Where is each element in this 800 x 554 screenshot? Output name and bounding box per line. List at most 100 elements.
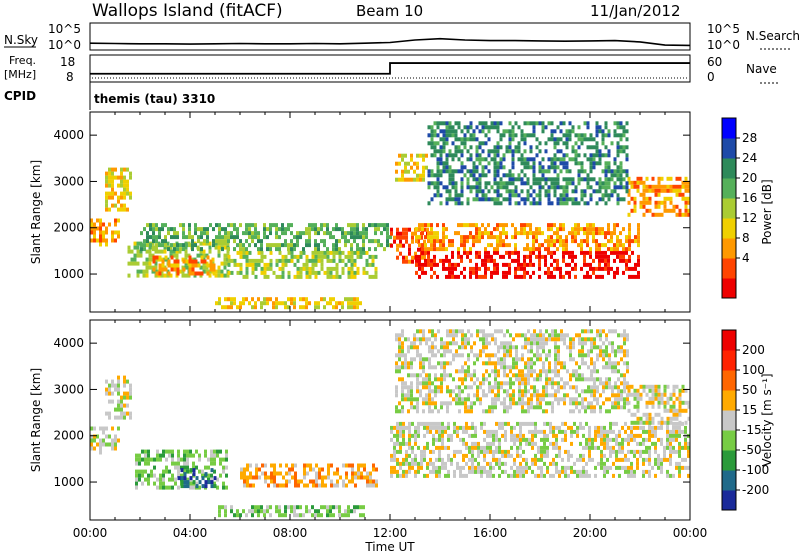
velocity-cell <box>497 349 500 354</box>
power-cell <box>344 235 347 240</box>
power-cell <box>490 243 493 248</box>
velocity-cell <box>657 384 661 389</box>
power-cell <box>105 179 108 184</box>
power-cell <box>553 177 557 182</box>
velocity-cell <box>156 485 159 490</box>
power-cell <box>583 193 587 198</box>
velocity-cell <box>587 329 590 334</box>
velocity-cell <box>567 465 570 470</box>
power-cell <box>502 173 506 178</box>
power-cell <box>574 262 577 267</box>
velocity-cell <box>576 425 579 430</box>
velocity-cell <box>404 353 407 358</box>
power-cell <box>496 141 500 146</box>
power-cell <box>269 227 272 232</box>
nsearch-label: N.Search <box>746 29 800 43</box>
power-cell <box>607 165 611 170</box>
power-cell <box>215 301 218 306</box>
velocity-cell <box>563 365 566 370</box>
velocity-cell <box>470 377 473 382</box>
power-cell <box>684 200 688 205</box>
power-cell <box>368 254 372 259</box>
velocity-cell <box>393 469 396 474</box>
power-cell <box>230 297 233 302</box>
velocity-cell <box>648 437 651 442</box>
velocity-cell <box>138 457 141 462</box>
power-cell <box>550 165 554 170</box>
power-cell <box>143 247 146 252</box>
power-cell <box>93 226 96 231</box>
velocity-cell <box>614 369 617 374</box>
power-cell <box>405 235 408 240</box>
power-cell <box>421 243 424 248</box>
power-cell <box>595 149 599 154</box>
power-cell <box>236 250 240 255</box>
velocity-cell <box>422 385 425 390</box>
velocity-cell <box>500 357 503 362</box>
power-cell <box>487 231 490 236</box>
power-cell <box>396 235 399 240</box>
power-cell <box>427 141 431 146</box>
power-cell <box>127 249 131 254</box>
power-cell <box>194 259 198 264</box>
power-cell <box>562 197 566 202</box>
power-cell <box>275 258 279 263</box>
velocity-cell <box>666 437 669 442</box>
velocity-cell <box>648 461 651 466</box>
power-cell <box>439 247 442 252</box>
power-cell <box>559 193 563 198</box>
power-cell <box>284 231 287 236</box>
power-cell <box>311 266 315 271</box>
velocity-cell <box>569 345 572 350</box>
power-cell <box>583 153 587 158</box>
velocity-cell <box>593 381 596 386</box>
power-cell <box>430 133 434 138</box>
power-cell <box>487 266 490 271</box>
velocity-cell <box>413 397 416 402</box>
velocity-cell <box>530 369 533 374</box>
velocity-cell <box>645 404 649 409</box>
velocity-cell <box>512 361 515 366</box>
velocity-cell <box>437 385 440 390</box>
velocity-cell <box>612 421 615 426</box>
velocity-cell <box>563 397 566 402</box>
velocity-cell <box>470 409 473 414</box>
power-cell <box>227 223 230 228</box>
velocity-cell <box>338 505 341 510</box>
velocity-cell <box>225 473 228 478</box>
velocity-cell <box>168 453 171 458</box>
velocity-cell <box>479 385 482 390</box>
velocity-cell <box>533 337 536 342</box>
power-cell <box>657 176 661 181</box>
velocity-cell <box>282 483 285 488</box>
power-cell <box>335 274 339 279</box>
velocity-cell <box>611 385 614 390</box>
velocity-cell <box>639 416 643 421</box>
power-cell <box>242 254 246 259</box>
velocity-cell <box>189 476 193 481</box>
power-cell <box>416 161 419 166</box>
velocity-cell <box>534 473 537 478</box>
power-cell <box>299 297 302 302</box>
velocity-cell <box>663 457 666 462</box>
power-cell <box>496 193 500 198</box>
velocity-cell <box>246 467 249 472</box>
power-cell <box>556 262 559 267</box>
velocity-cell <box>545 401 548 406</box>
power-cell <box>532 133 536 138</box>
velocity-cell <box>141 457 144 462</box>
velocity-cell <box>438 473 441 478</box>
power-cell <box>454 129 458 134</box>
velocity-cell <box>446 329 449 334</box>
velocity-cell <box>518 377 521 382</box>
velocity-cell <box>473 369 476 374</box>
velocity-cell <box>602 341 605 346</box>
power-cell <box>93 222 96 227</box>
velocity-cell <box>654 433 657 438</box>
velocity-cell <box>521 357 524 362</box>
power-cell <box>148 253 152 258</box>
power-cell <box>589 177 593 182</box>
power-cell <box>145 269 149 274</box>
velocity-cell <box>414 453 417 458</box>
power-cell <box>613 173 617 178</box>
